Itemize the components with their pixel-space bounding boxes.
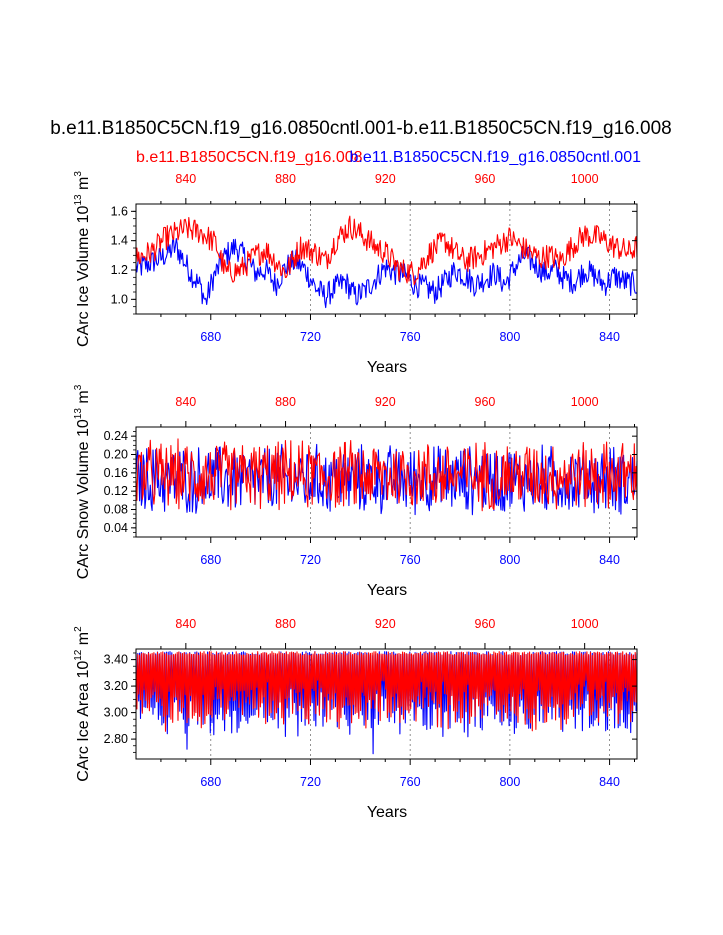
xtick-label-top: 1000 — [571, 172, 599, 186]
plot-frame — [135, 648, 638, 760]
y-axis-title: CArc Ice Volume 1013 m3 — [73, 171, 92, 347]
xtick-label-top: 960 — [475, 617, 496, 631]
main-title: b.e11.B1850C5CN.f19_g16.0850cntl.001-b.e… — [50, 118, 672, 139]
xtick-label-top: 960 — [475, 172, 496, 186]
xtick-label-top: 880 — [275, 617, 296, 631]
xtick-label-bottom: 840 — [599, 553, 620, 567]
ytick-label: 0.12 — [104, 484, 128, 498]
xtick-label-bottom: 840 — [599, 775, 620, 789]
series-line-blue — [135, 238, 638, 309]
y-axis-title-unit-exp: 3 — [73, 384, 84, 390]
xtick-label-top: 880 — [275, 395, 296, 409]
xtick-label-top: 960 — [475, 395, 496, 409]
xtick-label-top: 920 — [375, 395, 396, 409]
ytick-label: 3.40 — [104, 653, 128, 667]
xtick-label-bottom: 760 — [400, 775, 421, 789]
xtick-label-bottom: 760 — [400, 330, 421, 344]
panel-3: 2.80 3.00 3.20 3.40 680 720 760 800 840 840 880 920… — [73, 617, 638, 821]
ytick-label: 0.16 — [104, 466, 128, 480]
y-axis-title-exp: 12 — [73, 649, 84, 661]
y-axis-title: CArc Ice Area 1012 m2 — [73, 626, 92, 782]
series-line-red — [135, 651, 638, 732]
x-axis-title: Years — [367, 582, 407, 599]
y-axis-title-unit-exp: 3 — [73, 171, 84, 177]
x-axis-title: Years — [367, 804, 407, 821]
panel-1: 1.0 1.2 1.4 1.6 680 720 760 800 840 840 880 920 960 1… — [73, 171, 638, 376]
xtick-label-bottom: 680 — [200, 775, 221, 789]
xtick-label-top: 840 — [175, 617, 196, 631]
xtick-label-bottom: 840 — [599, 330, 620, 344]
legend-blue-label: b.e11.B1850C5CN.f19_g16.0850cntl.001 — [350, 149, 642, 166]
plot-frame — [135, 203, 638, 315]
ytick-label: 2.80 — [104, 732, 128, 746]
ytick-label: 1.2 — [111, 263, 128, 277]
y-axis-title-unit-exp: 2 — [73, 626, 84, 632]
y-axis-title-main: CArc Snow Volume 10 — [75, 419, 92, 579]
x-axis-title: Years — [367, 359, 407, 376]
ytick-label: 0.04 — [104, 521, 128, 535]
ytick-label: 1.4 — [111, 234, 128, 248]
y-axis-title: CArc Snow Volume 1013 m3 — [73, 384, 92, 579]
xtick-label-bottom: 720 — [300, 553, 321, 567]
ytick-label: 0.24 — [104, 429, 128, 443]
ytick-label: 0.08 — [104, 503, 128, 517]
series-line-red — [135, 215, 638, 286]
xtick-label-bottom: 760 — [400, 553, 421, 567]
xtick-label-bottom: 800 — [499, 330, 520, 344]
xtick-label-bottom: 720 — [300, 330, 321, 344]
y-axis-title-unit: m — [75, 632, 92, 650]
y-axis-title-exp: 13 — [73, 194, 84, 206]
y-axis-title-unit: m — [75, 390, 92, 408]
xtick-label-top: 920 — [375, 617, 396, 631]
xtick-label-top: 880 — [275, 172, 296, 186]
xtick-label-bottom: 800 — [499, 553, 520, 567]
panel-2: 0.04 0.08 0.12 0.16 0.20 0.24 680 720 760 800 840 8… — [73, 384, 638, 599]
y-axis-title-main: CArc Ice Area 10 — [75, 661, 92, 782]
series-line-red — [135, 438, 638, 512]
ytick-label: 0.20 — [104, 448, 128, 462]
xtick-label-top: 920 — [375, 172, 396, 186]
xtick-label-top: 840 — [175, 172, 196, 186]
y-axis-title-main: CArc Ice Volume 10 — [75, 205, 92, 347]
xtick-label-top: 1000 — [571, 617, 599, 631]
xtick-label-bottom: 720 — [300, 775, 321, 789]
xtick-label-bottom: 800 — [499, 775, 520, 789]
ytick-label: 1.0 — [111, 292, 128, 306]
xtick-label-bottom: 680 — [200, 330, 221, 344]
xtick-label-top: 840 — [175, 395, 196, 409]
ytick-label: 3.20 — [104, 679, 128, 693]
xtick-label-top: 1000 — [571, 395, 599, 409]
ytick-label: 3.00 — [104, 706, 128, 720]
y-axis-title-exp: 13 — [73, 408, 84, 420]
y-axis-title-unit: m — [75, 177, 92, 195]
xtick-label-bottom: 680 — [200, 553, 221, 567]
legend-red-label: b.e11.B1850C5CN.f19_g16.008 — [136, 149, 363, 166]
ytick-label: 1.6 — [111, 204, 128, 218]
